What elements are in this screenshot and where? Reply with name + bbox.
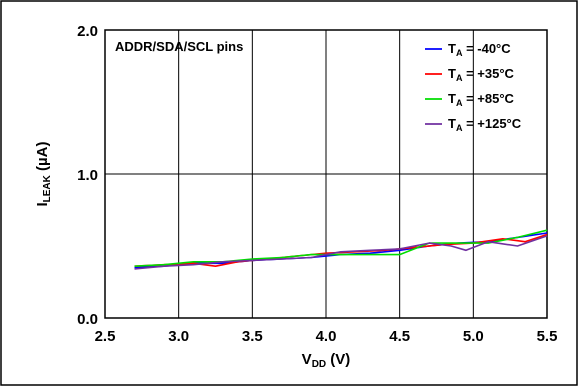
y-tick-label: 2.0	[77, 23, 98, 40]
legend-label-main: T	[448, 66, 456, 81]
y-tick-label: 1.0	[77, 167, 98, 184]
chart-annotation: ADDR/SDA/SCL pins	[115, 39, 243, 54]
series-line-4	[134, 235, 548, 270]
series-line-3	[134, 229, 548, 267]
x-tick-label: 5.5	[537, 328, 558, 345]
legend-label-sub: A	[456, 123, 463, 133]
legend-label-1: TA = -40°C	[448, 41, 511, 58]
plot-area	[104, 29, 548, 319]
legend-label-rest: = +125°C	[462, 116, 521, 131]
legend: TA = -40°CTA = +35°CTA = +85°CTA = +125°…	[425, 41, 522, 133]
x-axis-label-main: V	[302, 351, 312, 368]
legend-label-rest: = +85°C	[462, 91, 514, 106]
x-tick-label: 2.5	[95, 328, 116, 345]
legend-label-sub: A	[456, 48, 463, 58]
x-axis-label-unit: (V)	[326, 351, 350, 368]
tick-labels: 2.5 3.0 3.5 4.0 4.5 5.0 5.5 0.0 1.0 2.0	[77, 23, 557, 345]
legend-label-main: T	[448, 91, 456, 106]
x-axis-label-sub: DD	[312, 359, 326, 370]
legend-label-main: T	[448, 41, 456, 56]
y-axis-label-sub: LEAK	[42, 174, 53, 202]
series-lines	[134, 229, 548, 270]
x-tick-label: 5.0	[463, 328, 484, 345]
legend-label-sub: A	[456, 98, 463, 108]
legend-label-4: TA = +125°C	[448, 116, 522, 133]
x-tick-label: 3.0	[168, 328, 189, 345]
legend-label-3: TA = +85°C	[448, 91, 515, 108]
legend-label-rest: = -40°C	[462, 41, 511, 56]
x-tick-label: 4.0	[316, 328, 337, 345]
legend-label-2: TA = +35°C	[448, 66, 515, 83]
y-tick-label: 0.0	[77, 311, 98, 328]
y-axis-label: ILEAK (µA)	[34, 141, 53, 206]
legend-label-rest: = +35°C	[462, 66, 514, 81]
legend-label-main: T	[448, 116, 456, 131]
legend-label-sub: A	[456, 73, 463, 83]
x-tick-label: 3.5	[242, 328, 263, 345]
x-axis-label: VDD (V)	[302, 351, 351, 370]
x-tick-label: 4.5	[389, 328, 410, 345]
y-axis-label-unit: (µA)	[34, 141, 51, 175]
y-axis-label-main: I	[34, 202, 51, 206]
